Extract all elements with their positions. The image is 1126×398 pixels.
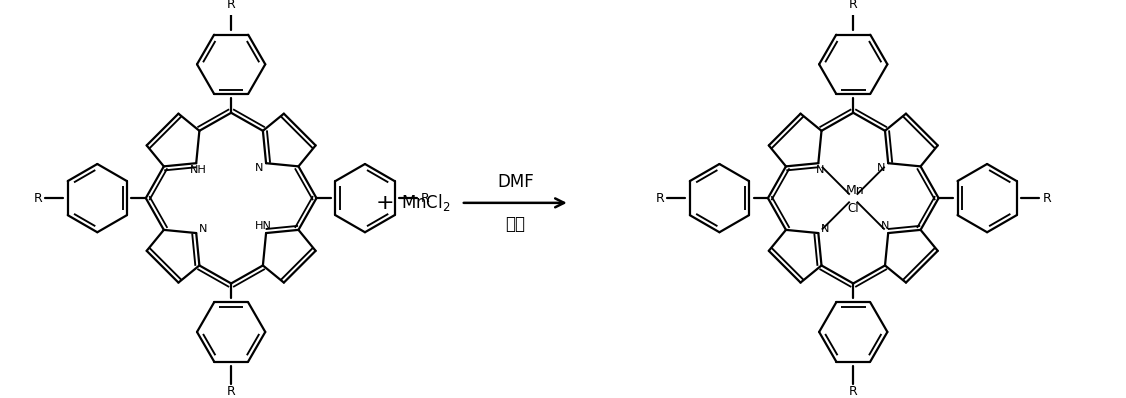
Text: R: R xyxy=(34,191,42,205)
Text: NH: NH xyxy=(189,166,206,176)
Text: DMF: DMF xyxy=(497,173,534,191)
Text: MnCl$_2$: MnCl$_2$ xyxy=(401,192,450,213)
Text: +: + xyxy=(376,193,394,213)
Text: N: N xyxy=(199,224,207,234)
Text: R: R xyxy=(226,0,235,11)
Text: R: R xyxy=(420,191,429,205)
Text: Cl: Cl xyxy=(848,203,859,215)
Text: N: N xyxy=(882,221,890,231)
Text: N: N xyxy=(816,166,824,176)
Text: 回流: 回流 xyxy=(506,215,525,233)
Text: N: N xyxy=(254,163,263,173)
Text: R: R xyxy=(1043,191,1052,205)
Text: R: R xyxy=(655,191,664,205)
Text: HN: HN xyxy=(254,221,271,231)
Text: R: R xyxy=(849,0,858,11)
Text: N: N xyxy=(877,163,885,173)
Text: N: N xyxy=(821,224,830,234)
Text: R: R xyxy=(226,385,235,398)
Text: Mn: Mn xyxy=(846,183,865,197)
Text: R: R xyxy=(849,385,858,398)
